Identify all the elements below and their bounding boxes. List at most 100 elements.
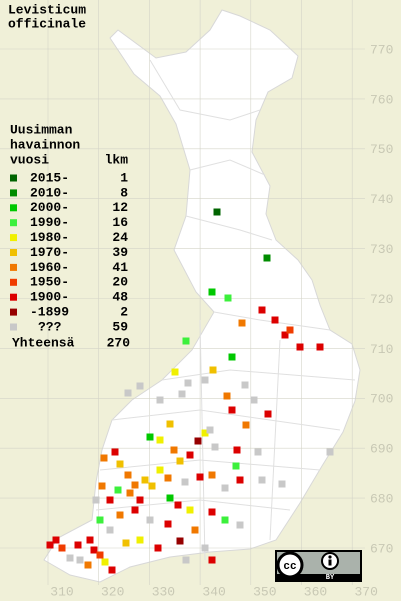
observation-square: [136, 496, 144, 504]
observation-square: [194, 437, 202, 445]
observation-square: [184, 379, 192, 387]
observation-square: [186, 506, 194, 514]
legend-count: 48: [112, 290, 128, 305]
x-tick-label: 360: [304, 584, 327, 599]
observation-square: [236, 476, 244, 484]
y-tick-label: 730: [370, 242, 393, 257]
x-tick-label: 320: [101, 584, 124, 599]
observation-square: [258, 306, 266, 314]
observation-square: [52, 536, 60, 544]
legend-label: ???: [38, 319, 62, 334]
observation-square: [146, 433, 154, 441]
observation-square: [296, 343, 304, 351]
y-tick-label: 710: [370, 342, 393, 357]
y-tick-label: 770: [370, 42, 393, 57]
observation-square: [156, 436, 164, 444]
observation-square: [131, 481, 139, 489]
legend-total-label: Yhteensä: [12, 335, 75, 350]
legend-swatch: [10, 249, 17, 256]
observation-square: [98, 482, 106, 490]
observation-square: [92, 496, 100, 504]
observation-square: [124, 389, 132, 397]
observation-square: [86, 536, 94, 544]
observation-square: [201, 544, 209, 552]
legend-count: 1: [120, 170, 128, 185]
observation-square: [232, 462, 240, 470]
observation-square: [76, 556, 84, 564]
observation-square: [148, 482, 156, 490]
observation-square: [271, 316, 279, 324]
observation-square: [191, 526, 199, 534]
observation-square: [236, 521, 244, 529]
legend-header: Uusimman: [10, 122, 73, 137]
observation-square: [176, 537, 184, 545]
legend-swatch: [10, 293, 17, 301]
x-tick-label: 370: [354, 584, 377, 599]
observation-square: [221, 516, 229, 524]
legend-label: -1899: [30, 305, 69, 320]
observation-square: [221, 484, 229, 492]
y-tick-label: 700: [370, 392, 393, 407]
regional-boundaries: [95, 59, 356, 561]
observation-square: [238, 319, 246, 327]
observation-square: [208, 471, 216, 479]
legend-label: 1950-: [30, 275, 69, 290]
x-tick-label: 350: [253, 584, 276, 599]
observation-square: [281, 331, 289, 339]
observation-square: [106, 496, 114, 504]
x-tick-label: 340: [202, 584, 225, 599]
boundary: [95, 59, 356, 561]
x-tick-label: 310: [50, 584, 73, 599]
observation-square: [84, 561, 92, 569]
legend-label: 2015-: [30, 170, 69, 185]
by-icon-head: [328, 555, 332, 559]
observation-square: [156, 396, 164, 404]
legend-count: 12: [112, 200, 128, 215]
legend-count: 24: [112, 230, 128, 245]
observation-square: [96, 551, 104, 559]
observation-square: [242, 421, 250, 429]
legend-header: vuosi: [10, 152, 49, 167]
observation-square: [114, 486, 122, 494]
observation-square: [136, 382, 144, 390]
legend-swatch: [10, 323, 17, 331]
cc-icon: [276, 551, 304, 579]
y-tick-label: 680: [370, 492, 393, 507]
observation-square: [96, 516, 104, 524]
observation-square: [316, 343, 324, 351]
legend-label: 1900-: [30, 290, 69, 305]
cc-text: cc: [283, 561, 296, 573]
legend-swatch: [10, 278, 17, 286]
legend-label: 2000-: [30, 200, 69, 215]
observation-square: [241, 381, 249, 389]
y-tick-label: 720: [370, 292, 393, 307]
legend-swatch: [10, 189, 17, 197]
observation-square: [166, 420, 174, 428]
y-tick-label: 670: [370, 541, 393, 556]
observation-square: [181, 478, 189, 486]
legend-label: 2010-: [30, 185, 69, 200]
legend-count: 2: [120, 305, 128, 320]
observation-square: [182, 337, 190, 345]
observation-square: [211, 443, 219, 451]
observation-square: [264, 410, 272, 418]
observation-square: [233, 446, 241, 454]
observation-square: [213, 208, 221, 216]
observation-square: [196, 473, 204, 481]
title-line: Levisticum: [8, 2, 86, 17]
observation-square: [146, 516, 154, 524]
legend-count: 41: [112, 260, 128, 275]
title-line: officinale: [8, 16, 86, 31]
observation-square: [228, 406, 236, 414]
legend-count: 8: [120, 185, 128, 200]
legend-swatch: [10, 234, 17, 242]
observation-square: [258, 476, 266, 484]
observation-square: [116, 460, 124, 468]
observation-square: [156, 466, 164, 474]
observation-square: [74, 541, 82, 549]
legend-count: 59: [112, 319, 128, 334]
legend-count: 16: [112, 215, 128, 230]
by-icon-body: [328, 559, 332, 566]
observation-square: [58, 544, 66, 552]
observations: [46, 208, 334, 574]
